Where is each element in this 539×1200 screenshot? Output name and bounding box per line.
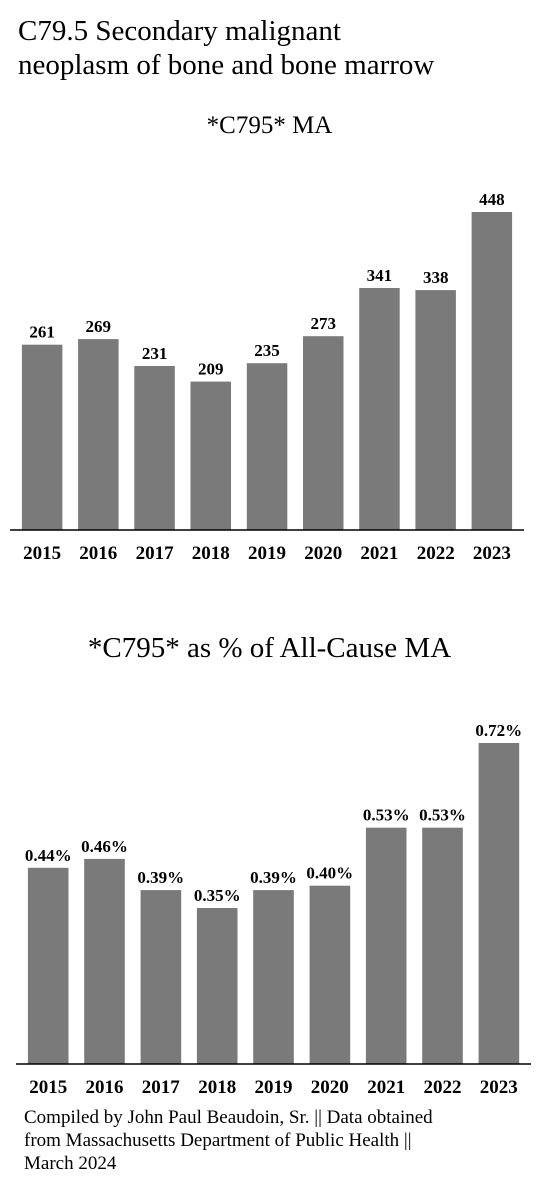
chart-1-data-label-2015: 261 [29, 323, 55, 342]
credit-line-3: March 2024 [24, 1153, 117, 1174]
chart-1-bar-2022 [415, 290, 456, 530]
chart-2-bar-2019 [253, 890, 294, 1064]
chart-2-x-tick-2023: 2023 [480, 1077, 518, 1098]
chart-1-bar-2023 [471, 212, 513, 530]
chart-2-x-tick-2022: 2022 [424, 1077, 462, 1098]
chart-2-bar-2020 [309, 885, 351, 1064]
chart-2-x-tick-2017: 2017 [142, 1077, 181, 1098]
credit-note: Compiled by John Paul Beaudoin, Sr. || D… [24, 1106, 524, 1175]
chart-1-data-label-2020: 273 [310, 314, 336, 333]
chart-2-x-tick-2018: 2018 [198, 1077, 236, 1098]
chart-2-bar-2015 [27, 867, 69, 1064]
chart-2-data-label-2015: 0.44% [25, 846, 72, 865]
chart-1-x-tick-2018: 2018 [192, 543, 230, 564]
chart-2-bar-2022 [422, 827, 463, 1064]
chart-1-bar-2019 [246, 363, 288, 530]
chart-2-bar-2023 [478, 743, 520, 1064]
chart-2-x-tick-2021: 2021 [367, 1077, 405, 1098]
chart-1-data-label-2018: 209 [198, 360, 224, 379]
chart-1-title: *C795* MA [206, 112, 333, 139]
chart-2-bar-2021 [365, 827, 407, 1064]
chart-1-x-tick-2016: 2016 [79, 543, 117, 564]
figure-title-line-1: C79.5 Secondary malignant [18, 15, 341, 47]
figure-title-line-2: neoplasm of bone and bone marrow [18, 49, 435, 81]
chart-2-x-tick-2015: 2015 [29, 1077, 67, 1098]
chart-1-bar-2017 [134, 366, 175, 530]
credit-line-1: Compiled by John Paul Beaudoin, Sr. || D… [24, 1107, 433, 1128]
chart-1-data-label-2017: 231 [142, 344, 168, 363]
chart-1-data-label-2021: 341 [367, 266, 393, 285]
chart-1-x-tick-2023: 2023 [473, 543, 511, 564]
chart-1-x-tick-2015: 2015 [23, 543, 61, 564]
chart-2-data-label-2022: 0.53% [419, 806, 466, 825]
chart-2-data-label-2018: 0.35% [194, 886, 241, 905]
chart-1-bar-2021 [359, 288, 400, 530]
chart-1-data-label-2016: 269 [86, 317, 112, 336]
chart-1-x-tick-2022: 2022 [417, 543, 455, 564]
chart-1-bar-2016 [78, 339, 119, 530]
chart-1-data-label-2023: 448 [479, 190, 505, 209]
chart-2-bar-2017 [140, 890, 182, 1064]
chart-2-x-tick-2019: 2019 [255, 1077, 293, 1098]
chart-1-x-tick-2019: 2019 [248, 543, 286, 564]
chart-2-title: *C795* as % of All-Cause MA [87, 632, 452, 664]
chart-2-x-tick-2020: 2020 [311, 1077, 349, 1098]
chart-1-data-label-2022: 338 [423, 268, 449, 287]
chart-1-x-tick-2020: 2020 [304, 543, 342, 564]
chart-2-bar-2016 [84, 858, 125, 1064]
chart-1-count: 261 2015 269 2016 231 2017 209 2018 235 2019 273 20… [10, 190, 524, 564]
chart-2-percent: 0.44% 2015 0.46% 2016 0.39% 2017 0.35% 2018 0.39… [16, 721, 531, 1098]
chart-1-x-tick-2017: 2017 [136, 543, 175, 564]
chart-2-x-tick-2016: 2016 [86, 1077, 124, 1098]
chart-1-bar-2015 [21, 344, 63, 530]
chart-1-x-tick-2021: 2021 [360, 543, 398, 564]
chart-2-data-label-2017: 0.39% [137, 868, 184, 887]
chart-1-bar-2020 [303, 336, 344, 530]
chart-2-data-label-2021: 0.53% [363, 806, 410, 825]
figure-title: C79.5 Secondary malignant neoplasm of bo… [18, 14, 528, 82]
chart-2-data-label-2019: 0.39% [250, 868, 297, 887]
chart-1-data-label-2019: 235 [254, 341, 280, 360]
chart-2-data-label-2016: 0.46% [81, 837, 128, 856]
chart-2-data-label-2020: 0.40% [306, 864, 353, 883]
credit-line-2: from Massachusetts Department of Public … [24, 1130, 412, 1151]
chart-2-data-label-2023: 0.72% [475, 721, 522, 740]
chart-2-bar-2018 [196, 908, 238, 1064]
chart-1-bar-2018 [190, 381, 231, 530]
